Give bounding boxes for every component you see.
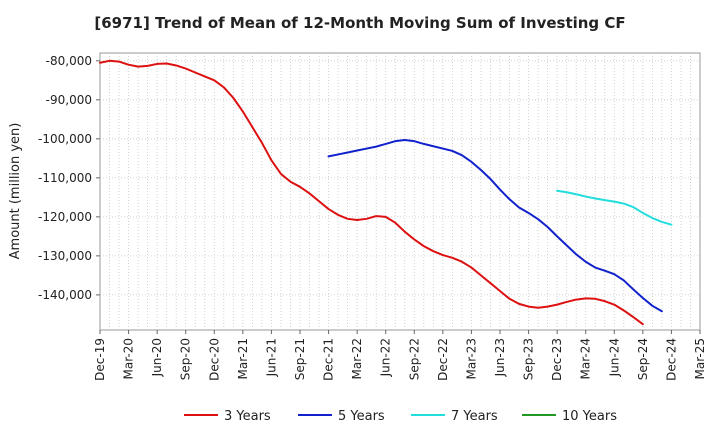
x-tick-label: Dec-24 xyxy=(664,338,678,381)
x-tick-label: Mar-23 xyxy=(464,338,478,379)
x-tick-label: Sep-23 xyxy=(522,338,536,380)
x-tick-label: Dec-19 xyxy=(93,338,107,381)
x-tick-label: Dec-21 xyxy=(322,338,336,381)
legend-label-7-years: 7 Years xyxy=(451,409,498,424)
legend-label-5-years: 5 Years xyxy=(338,409,385,424)
x-tick-label: Sep-22 xyxy=(407,338,421,380)
x-tick-label: Jun-22 xyxy=(379,338,393,377)
y-axis-label: Amount (million yen) xyxy=(8,123,23,260)
y-tick-label: -140,000 xyxy=(38,288,92,302)
x-tick-label: Mar-22 xyxy=(350,338,364,379)
y-tick-label: -130,000 xyxy=(38,249,92,263)
x-tick-label: Jun-20 xyxy=(150,338,164,377)
y-tick-label: -110,000 xyxy=(38,171,92,185)
plot-frame xyxy=(99,52,701,331)
x-tick-label: Jun-23 xyxy=(493,338,507,377)
x-tick-label: Sep-21 xyxy=(293,338,307,380)
x-tick-label: Dec-20 xyxy=(207,338,221,381)
x-tick-label: Jun-21 xyxy=(264,338,278,377)
legend-label-10-years: 10 Years xyxy=(562,409,617,424)
x-tick-label: Jun-24 xyxy=(607,338,621,377)
series-line-3-years xyxy=(99,59,644,326)
series-line-5-years xyxy=(327,139,663,313)
x-tick-label: Mar-24 xyxy=(579,338,593,379)
y-tick-label: -80,000 xyxy=(46,54,92,68)
x-tick-label: Mar-20 xyxy=(122,338,136,379)
y-tick-label: -120,000 xyxy=(38,210,92,224)
x-tick-label: Dec-23 xyxy=(550,338,564,381)
x-tick-label: Sep-20 xyxy=(179,338,193,380)
x-tick-label: Mar-25 xyxy=(693,338,707,379)
y-tick-label: -90,000 xyxy=(46,93,92,107)
chart-title: [6971] Trend of Mean of 12-Month Moving … xyxy=(94,14,626,32)
legend-label-3-years: 3 Years xyxy=(224,409,271,424)
y-tick-label: -100,000 xyxy=(38,132,92,146)
x-tick-label: Mar-21 xyxy=(236,338,250,379)
x-tick-label: Sep-24 xyxy=(636,338,650,380)
x-tick-label: Dec-22 xyxy=(436,338,450,381)
series-line-7-years xyxy=(556,189,673,226)
